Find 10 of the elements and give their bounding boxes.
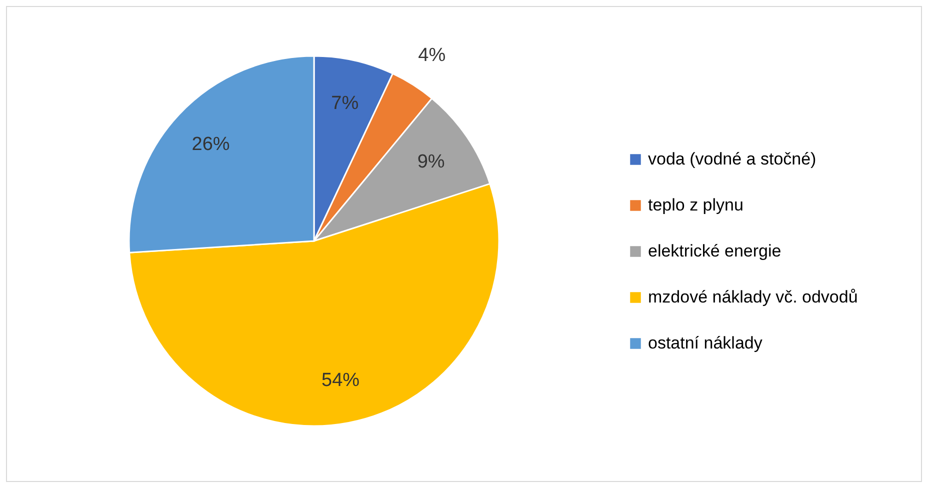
legend-label: voda (vodné a stočné) — [648, 150, 816, 168]
data-label: 54% — [322, 370, 360, 392]
legend-label: mzdové náklady vč. odvodů — [648, 288, 858, 306]
data-label: 7% — [331, 92, 359, 114]
data-label: 9% — [417, 151, 445, 172]
legend-label: teplo z plynu — [648, 196, 744, 214]
legend-label: elektrické energie — [648, 242, 782, 260]
legend-label: ostatní náklady — [648, 334, 763, 352]
data-label: 26% — [192, 134, 230, 156]
data-label: 4% — [418, 45, 446, 66]
